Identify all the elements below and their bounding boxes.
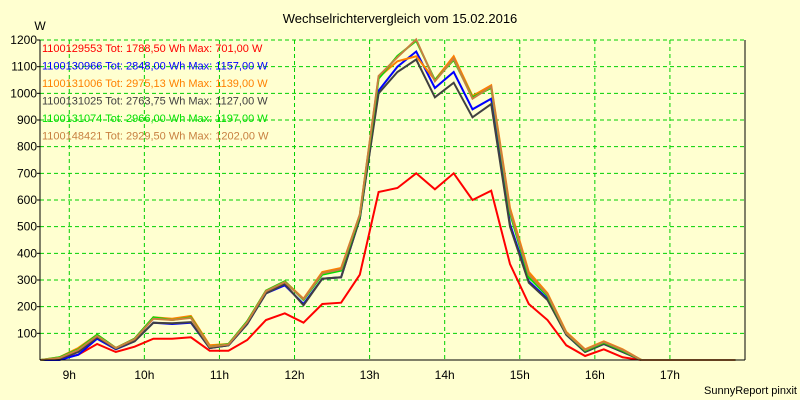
legend-entry-1100148421: 1100148421 Tot: 2929,50 Wh Max: 1202,00 …: [42, 131, 269, 143]
series-line-1100131025: [40, 58, 736, 361]
y-tick-label: 1000: [10, 86, 37, 100]
y-tick-label: 1200: [10, 33, 37, 47]
x-tick-label: 17h: [660, 368, 680, 382]
y-tick-label: 400: [17, 246, 37, 260]
footer-credit: SunnyReport pinxit: [704, 385, 797, 397]
y-tick-label: 200: [17, 300, 37, 314]
y-axis-unit: W: [34, 19, 46, 33]
x-tick-label: 15h: [510, 368, 530, 382]
legend-entry-1100131074: 1100131074 Tot: 2966,00 Wh Max: 1197,00 …: [42, 113, 268, 125]
y-tick-label: 800: [17, 140, 37, 154]
legend-entry-1100130966: 1100130966 Tot: 2848,00 Wh Max: 1157,00 …: [42, 61, 268, 73]
axis-ticks: 100 200 300 400 500 600 700 800 900 1000 1100 1200 9…: [10, 33, 680, 382]
grid: [40, 39, 745, 360]
y-tick-label: 1100: [11, 60, 37, 74]
chart-title: Wechselrichtervergleich vom 15.02.2016: [283, 11, 518, 26]
y-tick-label: 500: [17, 220, 37, 234]
x-tick-label: 11h: [210, 368, 229, 382]
x-tick-label: 12h: [285, 368, 305, 382]
legend-entry-1100129553: 1100129553 Tot: 1788,50 Wh Max: 701,00 W: [42, 43, 263, 55]
legend: 1100129553 Tot: 1788,50 Wh Max: 701,00 W…: [42, 43, 269, 143]
y-tick-label: 900: [17, 113, 37, 127]
x-tick-label: 9h: [63, 368, 76, 382]
legend-entry-1100131006: 1100131006 Tot: 2975,13 Wh Max: 1139,00 …: [42, 78, 268, 90]
y-tick-label: 700: [17, 166, 37, 180]
legend-entry-1100131025: 1100131025 Tot: 2763,75 Wh Max: 1127,00 …: [42, 96, 268, 108]
y-tick-label: 600: [17, 193, 37, 207]
series-line-1100148421: [40, 37, 736, 361]
series-lines: [40, 37, 736, 361]
x-tick-label: 10h: [134, 368, 154, 382]
series-line-1100129553: [40, 171, 736, 361]
y-tick-label: 300: [17, 273, 37, 287]
x-tick-label: 13h: [360, 368, 380, 382]
y-tick-label: 100: [17, 326, 37, 340]
x-tick-label: 16h: [585, 368, 605, 382]
x-tick-label: 14h: [435, 368, 455, 382]
